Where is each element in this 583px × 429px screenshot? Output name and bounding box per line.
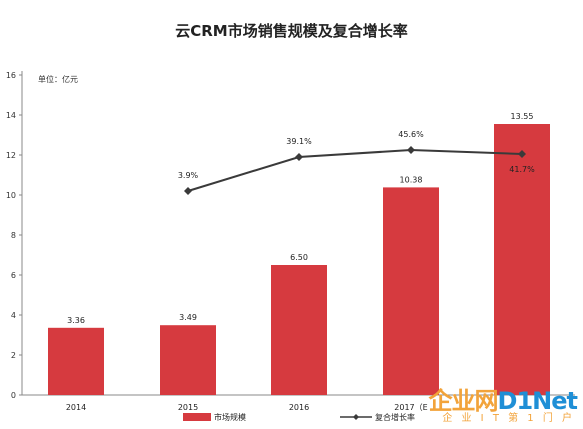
x-tick-label: 2014 — [66, 403, 86, 412]
y-tick-label: 14 — [6, 111, 16, 120]
x-tick-label: 2016 — [289, 403, 309, 412]
y-tick-label: 12 — [6, 151, 16, 160]
bar-value-label: 3.36 — [67, 316, 85, 325]
y-tick-label: 6 — [11, 271, 16, 280]
growth-rate-line — [187, 148, 523, 192]
bar-market-size — [494, 124, 550, 395]
x-tick-label: 2015 — [178, 403, 198, 412]
y-tick-label: 0 — [11, 391, 16, 400]
bar-value-label: 3.49 — [179, 313, 197, 322]
bar-market-size — [271, 265, 327, 395]
y-tick-label: 16 — [6, 71, 16, 80]
watermark-logo: 企业网D1Net 企 业 I T 第 1 门 户 — [421, 381, 581, 427]
bar-market-size — [160, 325, 216, 395]
watermark-sub-text: 企 业 I T 第 1 门 户 — [442, 413, 575, 424]
y-tick-label: 4 — [11, 311, 16, 320]
bar-value-label: 6.50 — [290, 253, 308, 262]
chart-title: 云CRM市场销售规模及复合增长率 — [175, 22, 408, 40]
growth-rate-point — [407, 146, 415, 154]
unit-note: 单位：亿元 — [38, 75, 78, 84]
y-tick-label: 2 — [11, 351, 16, 360]
bar-market-size — [383, 187, 439, 395]
legend-label-growth-rate: 复合增长率 — [375, 412, 415, 422]
y-tick-label: 8 — [11, 231, 16, 240]
y-tick-label: 10 — [6, 191, 16, 200]
legend-marker-growth-rate — [353, 414, 359, 420]
watermark-main-text: 企业网D1Net — [428, 387, 578, 415]
x-tick-label: 2017（E — [394, 403, 427, 412]
growth-rate-label: 39.1% — [286, 137, 312, 146]
growth-rate-point — [518, 150, 526, 158]
bar-value-label: 10.38 — [400, 175, 423, 184]
legend-label-market-size: 市场规模 — [214, 412, 246, 422]
growth-rate-label: 3.9% — [178, 171, 199, 180]
growth-rate-point — [184, 187, 192, 195]
growth-rate-label: 41.7% — [509, 165, 535, 174]
bar-value-label: 13.55 — [511, 112, 534, 121]
growth-rate-label: 45.6% — [398, 130, 424, 139]
legend-swatch-market-size — [183, 413, 211, 421]
bar-market-size — [48, 327, 104, 395]
growth-rate-point — [295, 153, 303, 161]
